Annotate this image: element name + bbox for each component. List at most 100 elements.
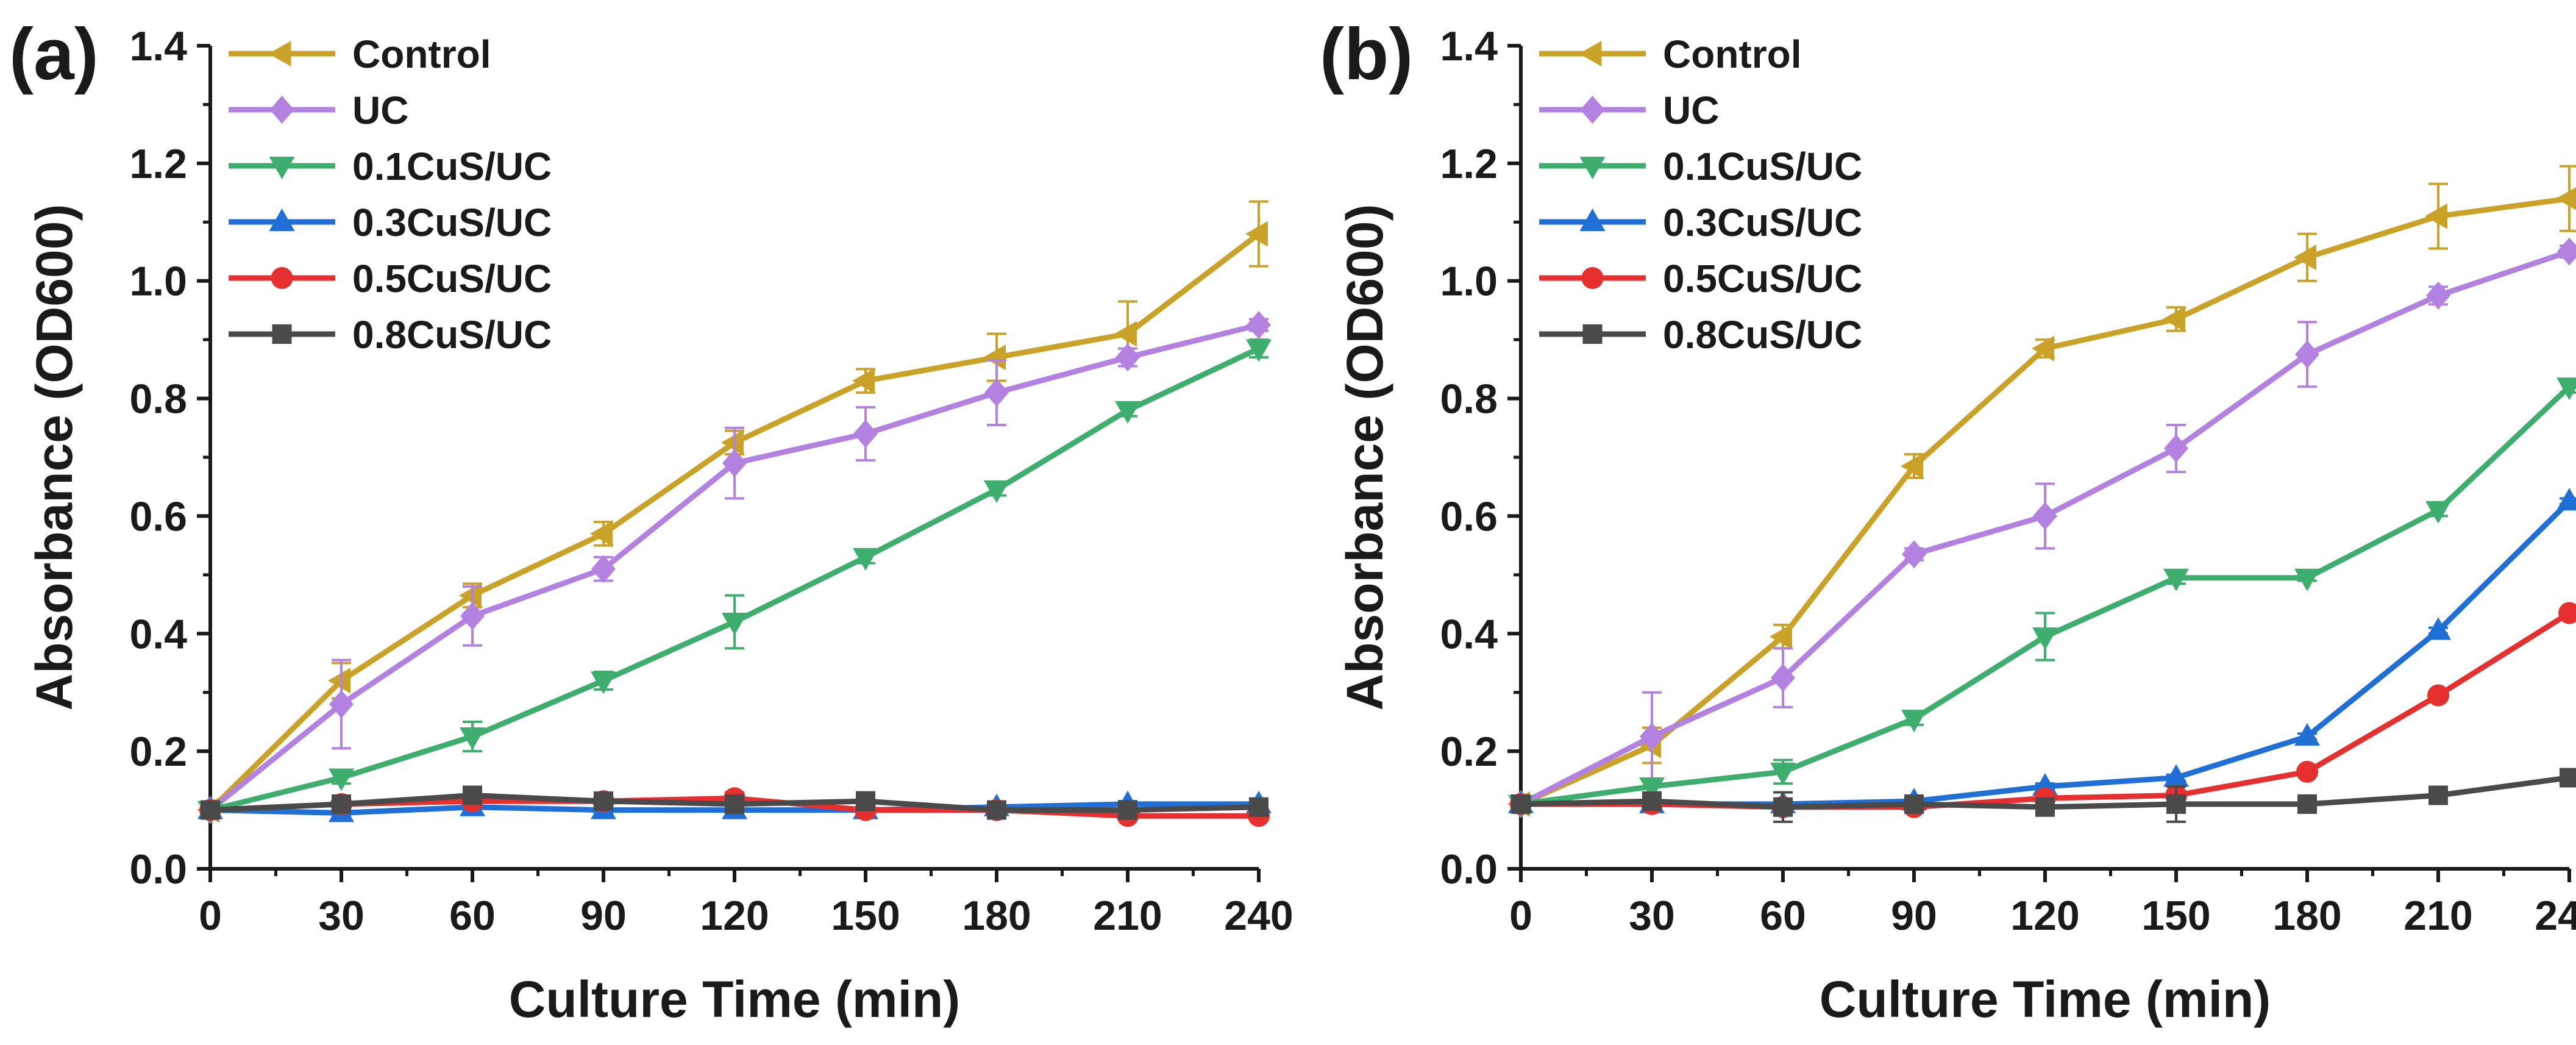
data-point [1902,540,1926,569]
data-point [2032,335,2054,362]
data-point [2295,340,2319,369]
data-point [201,800,220,820]
y-tick-label: 0.4 [1440,611,1498,657]
legend-item: 0.8CuS/UC [1539,313,1862,357]
x-tick-label: 180 [2272,893,2341,939]
x-tick-label: 210 [1093,893,1162,939]
y-tick-label: 0.2 [129,729,187,775]
data-point [1639,777,1665,800]
legend-swatch-marker [269,157,295,179]
x-tick-label: 150 [831,893,900,939]
x-tick-label: 120 [700,893,769,939]
x-tick-label: 240 [2535,893,2576,939]
data-point [725,794,744,814]
legend-label: 0.5CuS/UC [1663,257,1862,301]
x-tick-label: 30 [1629,893,1675,939]
legend-item: 0.3CuS/UC [1539,201,1862,244]
x-tick-label: 60 [449,893,496,939]
data-point [460,602,485,630]
x-tick-label: 60 [1760,893,1806,939]
legend-label: UC [1663,88,1719,132]
data-point [853,547,878,571]
panel-b: 0.0 0.2 0.4 0.6 0.8 1.0 1.2 1.4 0 30 60 90 120 150 180… [1320,13,2576,1028]
legend-label: Control [352,32,491,76]
legend-item: 0.3CuS/UC [229,201,552,244]
legend-item: 0.1CuS/UC [1539,144,1862,188]
legend-label: Control [1663,32,1802,76]
series-line [209,346,1260,813]
x-tick-label: 90 [580,893,627,939]
data-point [329,690,354,718]
data-point [983,344,1006,371]
legend-label: 0.1CuS/UC [1663,144,1862,188]
data-point [332,794,351,814]
data-point [722,449,747,477]
legend: Control UC 0.1CuS/UC 0.3CuS/UC 0.5CuS/UC 0.8C… [229,32,552,357]
series-uc [1509,237,2576,818]
legend-item: Control [229,32,491,76]
data-point [1247,311,1271,339]
data-point [1642,791,1662,811]
legend-label: 0.5CuS/UC [352,257,552,301]
y-tick-label: 0.8 [1440,376,1498,423]
series-line [1520,385,2572,807]
legend-swatch-marker [269,96,294,124]
data-point [2556,377,2576,401]
legend-label: 0.3CuS/UC [352,201,552,244]
data-point [2163,306,2185,332]
data-point [856,791,875,811]
legend-item: Control [1539,32,1802,76]
data-point [1115,343,1140,372]
series-0-3cus-uc [1508,488,2576,813]
data-point [2035,797,2055,817]
data-point [853,419,878,448]
legend-item: UC [1539,88,1719,132]
y-tick-label: 0.6 [1440,493,1498,540]
legend-swatch-marker [1580,96,1605,124]
data-point [2428,785,2448,805]
x-tick-label: 90 [1891,893,1937,939]
y-tick-label: 0.2 [1440,729,1498,775]
series-0-8cus-uc [201,785,1268,820]
legend-label: 0.8CuS/UC [1663,313,1862,357]
y-tick-label: 1.4 [129,23,187,70]
legend-label: 0.3CuS/UC [1663,201,1862,244]
legend-item: 0.8CuS/UC [229,313,552,357]
data-point [2425,501,2451,524]
y-tick-label: 1.0 [1440,259,1498,305]
data-point [2425,203,2447,229]
data-point [2557,237,2576,266]
legend-swatch-marker [1582,324,1603,344]
legend-item: 0.5CuS/UC [229,257,552,301]
x-tick-label: 150 [2141,893,2210,939]
data-point [2294,723,2320,746]
data-point [1770,624,1792,650]
data-point [984,480,1009,503]
legend-swatch-marker [272,324,292,344]
x-axis-title: Culture Time (min) [1820,971,2271,1028]
x-tick-label: 30 [318,893,365,939]
x-tick-label: 0 [1509,893,1532,939]
data-point [2163,568,2189,591]
data-point [1771,663,1795,692]
data-point [2427,684,2449,707]
legend-swatch-marker [268,41,291,66]
y-tick-label: 0.0 [1440,846,1498,893]
data-point [2425,617,2451,640]
series-uc [198,311,1271,824]
y-tick-label: 0.0 [129,846,187,893]
y-tick-label: 0.8 [129,376,187,423]
data-point [987,800,1006,820]
legend-item: UC [229,88,408,132]
y-tick-label: 0.4 [129,611,187,657]
data-point [721,429,744,455]
legend-swatch-marker [1579,209,1606,231]
data-point [2163,764,2189,787]
legend-swatch-marker [1579,41,1602,66]
y-tick-label: 1.4 [1440,23,1498,70]
data-point [1770,762,1796,785]
data-point [590,521,613,547]
x-tick-label: 0 [199,893,222,939]
data-point [1904,794,1924,814]
